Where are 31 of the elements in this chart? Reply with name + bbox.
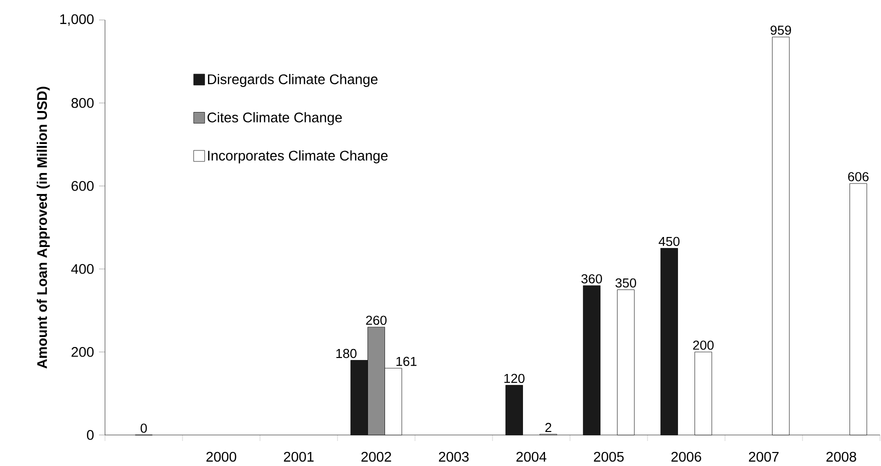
- data-label: 120: [504, 374, 525, 383]
- legend-label: Incorporates Climate Change: [208, 150, 388, 164]
- y-axis-title: Amount of Loan Approved (in Million USD): [36, 86, 50, 369]
- y-tick-label: 0: [86, 430, 94, 440]
- y-tick-label: 600: [72, 181, 94, 191]
- data-label: 959: [770, 26, 791, 35]
- legend-label: Cites Climate Change: [208, 112, 342, 126]
- data-label: 450: [658, 236, 680, 246]
- y-tick-label: 800: [72, 98, 94, 108]
- y-tick-label: 1,000: [60, 14, 94, 26]
- x-tick-label: 2008: [826, 452, 856, 462]
- data-label: 0: [140, 424, 147, 433]
- data-label: 180: [336, 348, 357, 358]
- data-label: 360: [581, 274, 602, 284]
- data-label: 260: [366, 316, 387, 325]
- x-tick-label: 2000: [206, 452, 236, 462]
- x-tick-label: 2006: [671, 452, 702, 462]
- data-label: 161: [396, 356, 416, 366]
- x-tick-label: 2005: [594, 452, 624, 462]
- data-label: 200: [693, 340, 714, 350]
- data-label: 2: [545, 422, 552, 432]
- x-tick-label: 2003: [438, 452, 469, 462]
- data-label: 350: [616, 278, 636, 288]
- x-tick-label: 2001: [284, 452, 314, 462]
- x-tick-label: 2002: [361, 452, 392, 462]
- y-tick-label: 200: [72, 347, 94, 357]
- data-label: 606: [848, 172, 869, 182]
- x-tick-label: 2007: [748, 452, 779, 462]
- y-tick-label: 400: [71, 264, 94, 274]
- x-tick-label: 2004: [516, 452, 546, 462]
- legend-label: Disregards Climate Change: [208, 74, 378, 87]
